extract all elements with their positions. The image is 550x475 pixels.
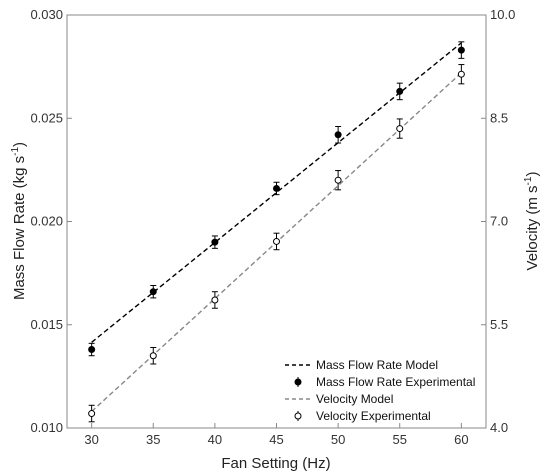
left-y-tick-label: 0.020 xyxy=(30,214,63,229)
x-tick-label: 40 xyxy=(208,432,222,447)
left-axis-title-close: ) xyxy=(11,142,28,147)
right-y-tick-label: 7.0 xyxy=(490,214,508,229)
right-y-tick-label: 10.0 xyxy=(490,7,515,22)
data-point-3 xyxy=(334,176,342,184)
legend: Mass Flow Rate Model Mass Flow Rate Expe… xyxy=(285,358,475,423)
x-tick-label: 50 xyxy=(331,432,345,447)
x-tick-label: 30 xyxy=(84,432,98,447)
data-point-1 xyxy=(88,346,96,354)
left-y-tick-label: 0.015 xyxy=(30,317,63,332)
x-axis-title: Fan Setting (Hz) xyxy=(221,455,330,472)
right-axis-title-close: ) xyxy=(524,172,541,177)
left-axis-title: Mass Flow Rate (kg s-1) xyxy=(10,142,28,300)
tick-labels: 30 35 40 45 50 55 60 0.010 0.015 0.020 0.025 0.030 4… xyxy=(30,7,515,447)
plot-series xyxy=(88,41,465,423)
axis-ticks xyxy=(67,14,486,429)
x-tick-label: 45 xyxy=(269,432,283,447)
data-point-1 xyxy=(396,87,404,95)
data-point-1 xyxy=(273,184,280,192)
right-axis-title: Velocity (m s-1) xyxy=(523,172,541,271)
x-tick-label: 60 xyxy=(454,432,468,447)
right-y-tick-label: 4.0 xyxy=(490,420,508,435)
data-point-1 xyxy=(149,288,157,296)
data-point-1 xyxy=(211,238,219,246)
data-point-3 xyxy=(396,125,404,133)
right-y-tick-label: 8.5 xyxy=(490,110,508,125)
x-tick-label: 55 xyxy=(393,432,407,447)
data-point-3 xyxy=(88,410,96,418)
legend-label-velocity-model: Velocity Model xyxy=(316,392,393,406)
data-point-1 xyxy=(457,46,465,54)
legend-label-mass-flow-exp: Mass Flow Rate Experimental xyxy=(316,375,475,389)
right-axis-title-base: Velocity (m s xyxy=(524,185,541,270)
left-axis-title-base: Mass Flow Rate (kg s xyxy=(11,156,28,300)
data-point-1 xyxy=(334,131,342,139)
data-point-3 xyxy=(457,70,465,78)
left-y-tick-label: 0.010 xyxy=(30,420,63,435)
right-y-tick-label: 5.5 xyxy=(490,317,508,332)
data-point-3 xyxy=(149,352,157,360)
x-tick-label: 35 xyxy=(146,432,160,447)
data-point-3 xyxy=(273,237,280,245)
legend-swatch-mass-flow-exp-marker xyxy=(294,378,302,386)
right-axis-title-exp: -1 xyxy=(523,176,534,185)
legend-swatch-velocity-exp-marker xyxy=(294,412,302,420)
left-axis-title-exp: -1 xyxy=(10,147,21,156)
legend-label-velocity-exp: Velocity Experimental xyxy=(316,409,431,423)
left-y-tick-label: 0.030 xyxy=(30,7,63,22)
left-y-tick-label: 0.025 xyxy=(30,110,63,125)
data-point-3 xyxy=(211,296,219,304)
legend-label-mass-flow-model: Mass Flow Rate Model xyxy=(316,358,438,372)
